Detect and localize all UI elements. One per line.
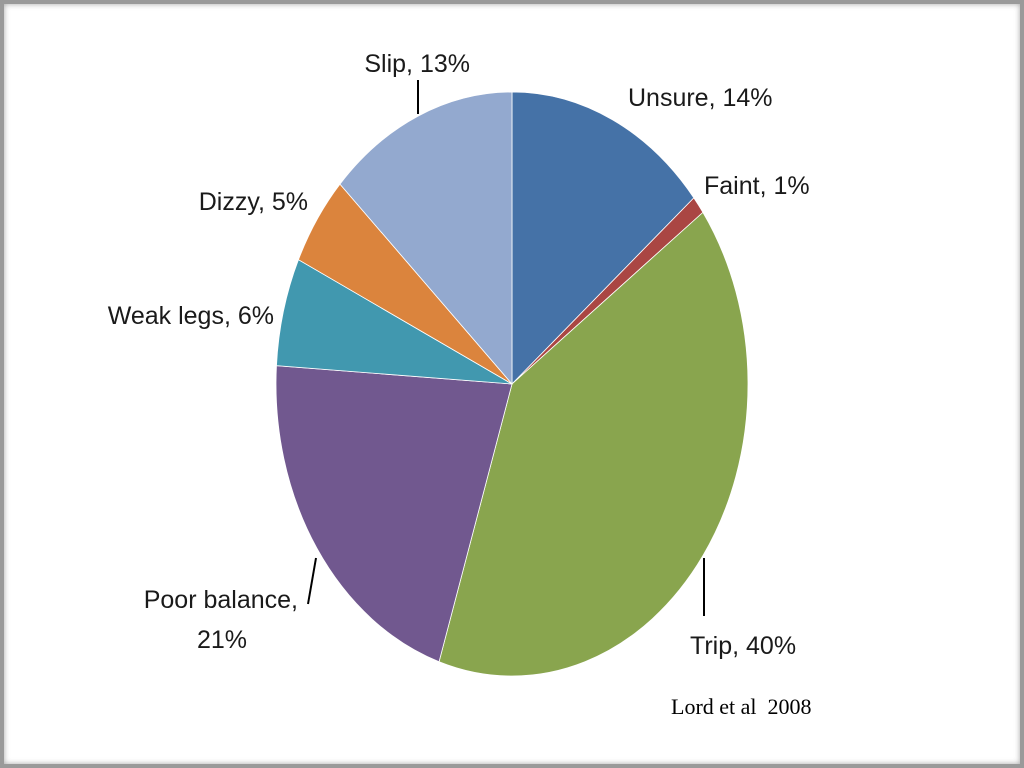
- pie-slice-slip: [339, 91, 513, 386]
- data-label-trip: Trip, 40%: [690, 632, 796, 660]
- data-label-dizzy: Dizzy, 5%: [199, 188, 308, 216]
- pie-chart: Unsure, 14% Faint, 1% Trip, 40% Poor balanc…: [108, 50, 810, 677]
- citation: Lord et al 2008: [671, 694, 812, 719]
- leader-line-poor-balance: [307, 557, 317, 605]
- data-label-unsure: Unsure, 14%: [628, 84, 773, 112]
- data-label-weak-legs: Weak legs, 6%: [108, 302, 274, 330]
- data-label-poor-balance-line2: 21%: [197, 626, 247, 654]
- pie-slice-poor-balance: [275, 365, 513, 663]
- pie-slice-trip: [438, 211, 749, 677]
- pie-slice-unsure: [511, 91, 695, 385]
- data-label-faint: Faint, 1%: [704, 172, 810, 200]
- data-label-slip: Slip, 13%: [364, 50, 470, 78]
- data-label-poor-balance: Poor balance,: [144, 586, 298, 614]
